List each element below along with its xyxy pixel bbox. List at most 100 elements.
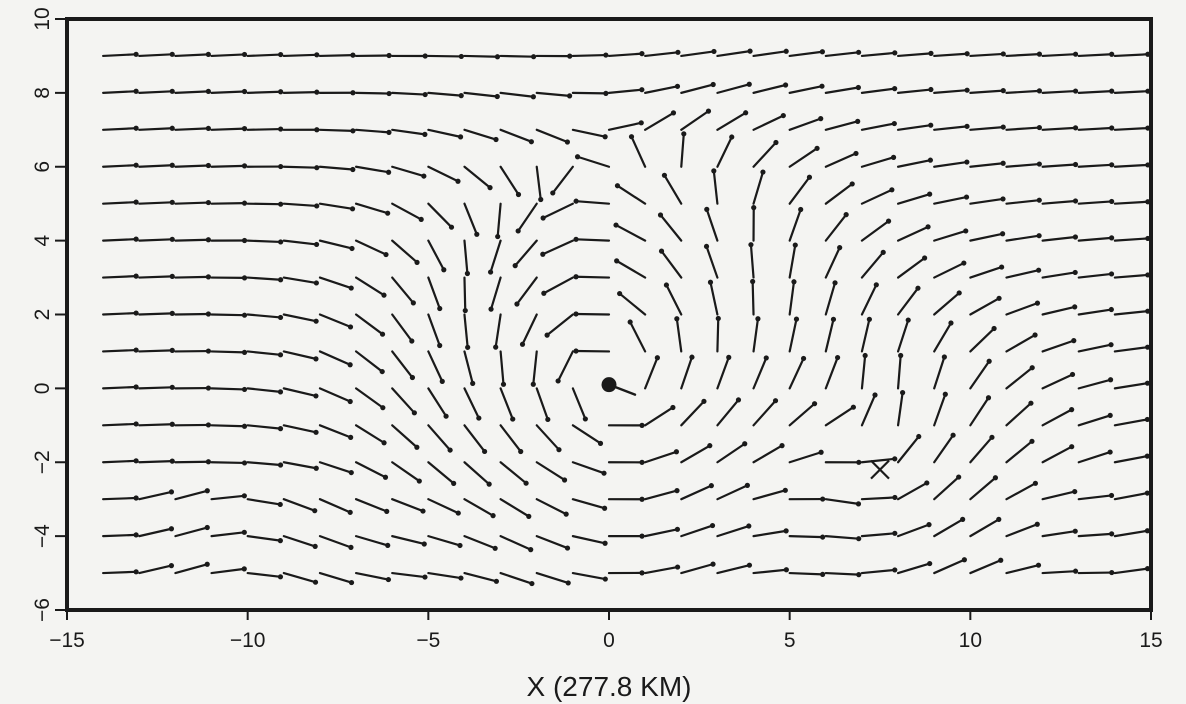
wind-vector xyxy=(138,526,175,538)
wind-vector xyxy=(282,571,319,585)
wind-vector-shaft xyxy=(427,535,462,547)
wind-vector-shaft xyxy=(138,238,174,242)
wind-vector-shaft xyxy=(391,498,425,513)
wind-vector xyxy=(752,139,779,168)
wind-vector-head xyxy=(926,522,932,528)
wind-vector-shaft xyxy=(716,484,749,501)
wind-vector xyxy=(174,488,210,501)
wind-vector-shaft xyxy=(571,387,587,421)
wind-vector xyxy=(680,48,717,58)
wind-vector-head xyxy=(1000,196,1006,202)
wind-vector-shaft xyxy=(174,164,210,168)
wind-vector-head xyxy=(1072,198,1079,204)
wind-vector-shaft xyxy=(788,117,822,131)
wind-vector-head xyxy=(204,524,210,531)
wind-vector xyxy=(860,187,895,205)
wind-vector-shaft xyxy=(1005,199,1041,205)
wind-vector xyxy=(704,206,719,242)
wind-vector-head xyxy=(277,537,283,544)
wind-vector xyxy=(614,258,647,279)
wind-vector-head xyxy=(746,81,752,87)
wind-vector-head xyxy=(1109,51,1115,57)
wind-vector xyxy=(210,566,247,575)
wind-vector xyxy=(210,237,248,244)
wind-vector xyxy=(138,51,175,58)
wind-vector-shaft xyxy=(860,496,896,501)
wind-vector-head xyxy=(742,441,748,447)
wind-vector-head xyxy=(707,279,714,285)
wind-vector xyxy=(138,310,175,316)
wind-vector xyxy=(210,349,248,355)
wind-vector xyxy=(1005,480,1039,501)
wind-vector xyxy=(788,49,826,58)
wind-vector-shaft xyxy=(427,424,452,452)
wind-vector-head xyxy=(729,134,735,140)
wind-vector-shaft xyxy=(1113,310,1149,316)
wind-vector-shaft xyxy=(499,387,514,421)
wind-vector-shaft xyxy=(752,444,784,464)
wind-vector-shaft xyxy=(463,387,480,420)
wind-vector xyxy=(463,498,496,519)
wind-vector xyxy=(463,54,501,60)
wind-vector-shaft xyxy=(752,399,777,427)
wind-vector-head xyxy=(924,480,930,486)
wind-vector-head xyxy=(241,88,248,95)
wind-vector-head xyxy=(422,131,428,137)
wind-vector-head xyxy=(538,196,544,203)
wind-vector xyxy=(282,387,319,399)
wind-vector xyxy=(174,524,210,538)
wind-vector xyxy=(1041,444,1075,464)
wind-vector xyxy=(493,313,502,350)
wind-vector xyxy=(933,51,970,58)
wind-vector-shaft xyxy=(246,90,282,94)
wind-vector-shaft xyxy=(969,559,1002,575)
wind-vector xyxy=(318,202,356,212)
wind-vector-head xyxy=(205,311,211,317)
wind-vector-shaft xyxy=(354,276,386,297)
y-tick-label: 6 xyxy=(31,161,54,173)
wind-vector-shaft xyxy=(463,424,486,453)
wind-vector-shaft xyxy=(282,571,317,584)
wind-vector-head xyxy=(1145,162,1151,168)
wind-vector xyxy=(1113,235,1151,242)
wind-vector-shaft xyxy=(824,152,858,168)
wind-vector-head xyxy=(385,542,391,549)
wind-vector-head xyxy=(410,300,416,306)
wind-vector xyxy=(210,460,248,466)
wind-vector xyxy=(896,157,934,168)
wind-vector-head xyxy=(1028,400,1034,406)
wind-vector-shaft xyxy=(716,356,730,390)
wind-vector xyxy=(1077,271,1115,279)
wind-vector xyxy=(969,557,1004,575)
wind-vector-head xyxy=(457,134,464,140)
wind-vector-shaft xyxy=(933,355,946,390)
wind-vector-head xyxy=(1000,88,1006,94)
wind-vector-head xyxy=(1072,125,1079,131)
wind-vector-head xyxy=(1144,528,1151,534)
wind-vector xyxy=(896,224,931,242)
wind-vector-head xyxy=(1108,306,1114,313)
wind-vector-shaft xyxy=(496,202,502,238)
wind-vector-shaft xyxy=(933,195,968,205)
wind-vector-head xyxy=(927,157,934,163)
wind-vector xyxy=(788,279,797,316)
wind-vector-head xyxy=(915,285,921,291)
wind-vector-shaft xyxy=(521,313,538,346)
wind-vector-shaft xyxy=(1113,346,1149,353)
wind-vector-head xyxy=(780,112,786,119)
wind-vector-head xyxy=(414,259,420,265)
wind-vector-shaft xyxy=(680,132,685,168)
wind-vector-head xyxy=(862,352,868,359)
wind-vector-shaft xyxy=(896,124,932,131)
wind-vector xyxy=(174,51,211,58)
wind-vector xyxy=(933,260,967,279)
wind-vector-shaft xyxy=(246,571,282,578)
wind-vector xyxy=(896,480,930,501)
wind-vector-shaft xyxy=(174,489,209,501)
wind-vector xyxy=(495,202,502,240)
wind-vector-head xyxy=(314,52,320,58)
wind-vector-shaft xyxy=(463,54,499,58)
wind-vector-head xyxy=(493,344,499,350)
wind-vector xyxy=(933,474,962,501)
